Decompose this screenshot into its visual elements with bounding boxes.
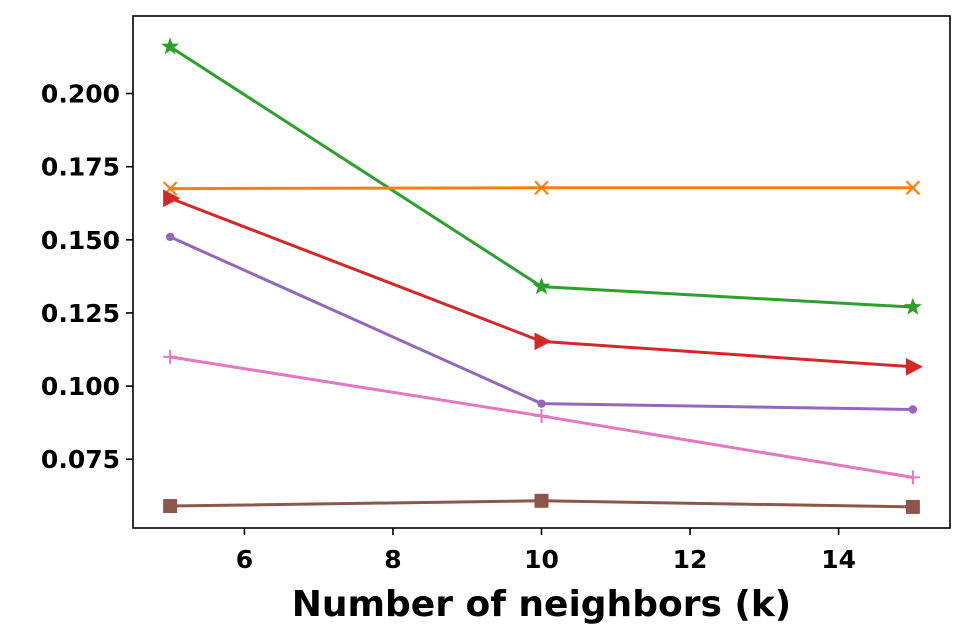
y-tick-label: 0.175 [41, 153, 120, 182]
series-line-purple-dot [168, 235, 915, 412]
data-point-orange-x-stroke [534, 180, 549, 196]
data-point-brown-square [163, 499, 178, 514]
data-point-green-star [532, 277, 551, 295]
series-red-triangle [163, 189, 923, 376]
x-tick: 6 [236, 528, 253, 574]
x-tick: 12 [673, 528, 708, 574]
data-point-red-triangle [905, 357, 923, 376]
series-green-star [161, 37, 922, 315]
y-axis-ticks: 0.075 0.100 0.125 0.150 0.175 0.200 [41, 80, 133, 474]
data-point-brown-square [905, 499, 920, 514]
y-tick: 0.150 [41, 226, 133, 255]
data-point-pink-plus [905, 470, 920, 485]
y-tick: 0.200 [41, 80, 133, 109]
y-tick-label: 0.150 [41, 226, 120, 255]
data-point-orange-x [534, 180, 549, 196]
data-point-pink-plus [163, 349, 178, 364]
data-point-purple-dot [165, 232, 175, 242]
data-point-green-star [161, 37, 180, 55]
y-tick: 0.075 [41, 445, 133, 474]
data-point-purple-dot [908, 405, 918, 414]
series-orange-x [162, 180, 921, 196]
y-tick-label: 0.200 [41, 80, 120, 109]
y-tick-label: 0.100 [41, 372, 120, 401]
data-point-pink-plus [534, 408, 549, 423]
y-tick: 0.175 [41, 153, 133, 182]
x-tick: 10 [524, 528, 559, 574]
data-point-red-triangle [534, 332, 552, 351]
series-brown-square [163, 493, 920, 514]
x-tick: 14 [821, 528, 856, 574]
y-tick: 0.125 [41, 299, 133, 328]
series-pink-plus [163, 349, 920, 485]
y-tick-label: 0.075 [41, 445, 120, 474]
x-tick-label: 8 [384, 545, 401, 574]
x-tick-label: 12 [673, 545, 708, 574]
series-layer [161, 37, 923, 514]
x-tick: 8 [384, 528, 402, 574]
x-tick-label: 14 [821, 545, 856, 574]
data-point-green-star [903, 297, 922, 315]
x-tick-label: 6 [236, 545, 253, 574]
y-tick-label: 0.125 [41, 299, 120, 328]
x-axis-title: Number of neighbors (k) [292, 584, 792, 625]
series-line-green-star [168, 45, 915, 309]
y-tick: 0.100 [41, 372, 133, 401]
data-point-red-triangle [163, 189, 181, 208]
x-tick-label: 10 [524, 545, 559, 574]
data-point-orange-x [905, 180, 921, 196]
series-purple-dot [165, 232, 918, 414]
data-point-purple-dot [537, 399, 546, 408]
data-point-brown-square [534, 493, 549, 508]
plot-frame [132, 15, 951, 529]
x-axis-ticks: 6 8 10 12 14 [236, 528, 856, 574]
data-point-orange-x-stroke [905, 180, 921, 196]
